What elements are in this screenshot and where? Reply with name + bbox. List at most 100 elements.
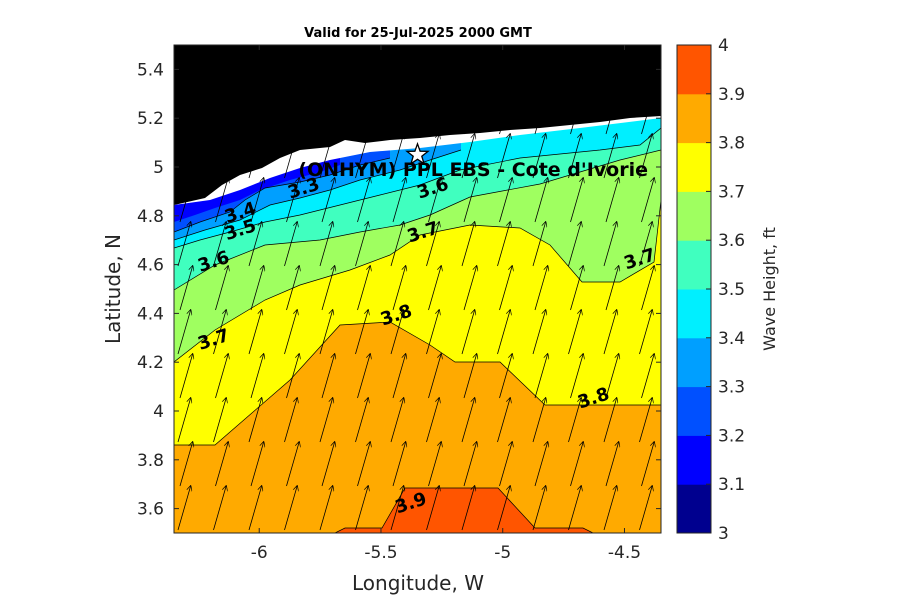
plot-frame — [173, 44, 662, 534]
wave-arrow — [177, 134, 191, 179]
wave-arrow — [250, 442, 264, 487]
wave-arrow — [639, 222, 653, 267]
wave-arrow — [639, 134, 653, 179]
x-tick-label: -5 — [494, 543, 511, 563]
wave-arrow — [570, 354, 584, 399]
colorbar-segment — [677, 93, 711, 144]
wave-arrow — [248, 310, 262, 355]
y-tick-label: 5.4 — [137, 60, 164, 80]
wave-arrow — [463, 90, 477, 135]
wave-arrow — [319, 398, 333, 443]
colorbar-segment — [677, 289, 711, 339]
wave-arrow — [463, 442, 477, 487]
wave-arrow — [179, 354, 193, 399]
wave-arrow — [570, 266, 584, 311]
wave-arrow — [499, 90, 513, 135]
wave-arrow — [248, 486, 262, 531]
wave-arrow — [568, 486, 582, 531]
colorbar-segment — [677, 337, 711, 388]
wave-arrow — [497, 222, 511, 267]
wave-arrow — [605, 266, 619, 311]
wave-arrow — [568, 46, 582, 91]
wave-arrow — [284, 486, 298, 531]
wave-arrow — [357, 178, 371, 223]
wave-arrow — [426, 46, 440, 91]
wave-arrow — [603, 134, 617, 179]
wave-arrow — [355, 310, 369, 355]
wave-arrow — [534, 442, 548, 487]
wave-arrow — [497, 46, 511, 91]
wave-arrow — [392, 266, 406, 311]
wave-arrow — [284, 46, 298, 91]
wave-arrow — [497, 134, 511, 179]
wave-arrow — [605, 442, 619, 487]
wave-arrow — [179, 178, 193, 223]
wave-arrow — [426, 310, 440, 355]
wave-arrow — [319, 486, 333, 531]
wave-arrow — [248, 134, 262, 179]
wave-arrow — [461, 486, 475, 531]
wave-arrow — [390, 222, 404, 267]
wave-arrow — [499, 266, 513, 311]
wave-arrow — [532, 310, 546, 355]
wave-arrow — [568, 398, 582, 443]
wave-arrow — [355, 134, 369, 179]
wave-arrow — [532, 134, 546, 179]
wave-arrow — [179, 90, 193, 135]
wave-arrow — [532, 398, 546, 443]
wave-arrow — [284, 134, 298, 179]
wave-arrow — [286, 442, 300, 487]
wave-arrow — [177, 398, 191, 443]
wave-arrow — [639, 310, 653, 355]
wave-arrow — [461, 222, 475, 267]
wave-arrow — [428, 354, 442, 399]
wave-arrow — [392, 90, 406, 135]
wave-arrow — [641, 178, 655, 223]
wave-arrow — [461, 310, 475, 355]
wave-arrow — [463, 354, 477, 399]
wave-arrow — [357, 266, 371, 311]
wave-arrow — [321, 90, 335, 135]
colorbar: 3 3.1 3.2 3.3 3.4 3.5 3.6 3.7 3.8 3.9 4 — [676, 36, 745, 544]
y-tick-label: 4.2 — [137, 353, 164, 373]
wave-arrow — [568, 222, 582, 267]
colorbar-segment — [677, 386, 711, 436]
wave-arrow — [213, 486, 227, 531]
wave-arrow — [426, 222, 440, 267]
y-tick-label: 4.8 — [137, 207, 164, 227]
wave-arrow — [390, 486, 404, 531]
wave-arrow — [605, 178, 619, 223]
wave-arrow — [355, 486, 369, 531]
wave-arrow — [534, 354, 548, 399]
wave-arrow — [213, 398, 227, 443]
wave-arrow — [250, 354, 264, 399]
wave-arrow — [248, 398, 262, 443]
wave-arrow — [355, 46, 369, 91]
wave-arrow — [426, 486, 440, 531]
colorbar-segment — [677, 435, 711, 485]
wave-arrow — [392, 442, 406, 487]
wave-arrow — [286, 354, 300, 399]
wave-arrow — [286, 90, 300, 135]
wave-arrow — [286, 178, 300, 223]
wave-arrow — [213, 46, 227, 91]
wave-arrow — [177, 46, 191, 91]
wave-arrow — [499, 354, 513, 399]
y-tick-label: 4 — [153, 402, 164, 422]
wave-arrow — [250, 90, 264, 135]
wave-arrow — [177, 310, 191, 355]
wave-arrow — [284, 310, 298, 355]
wave-arrow — [215, 442, 229, 487]
wave-arrow — [215, 354, 229, 399]
wave-arrow — [428, 90, 442, 135]
wave-arrow — [250, 178, 264, 223]
wave-arrow — [639, 398, 653, 443]
station-marker: (ONHYM) PPL EBS - Cote d'Ivorie — [298, 141, 648, 181]
wave-arrow — [499, 442, 513, 487]
wave-arrow — [390, 398, 404, 443]
colorbar-label: Wave Height, ft — [760, 227, 779, 351]
wave-arrow — [641, 442, 655, 487]
wave-arrow — [390, 310, 404, 355]
colorbar-tick-label: 3.1 — [718, 475, 745, 495]
